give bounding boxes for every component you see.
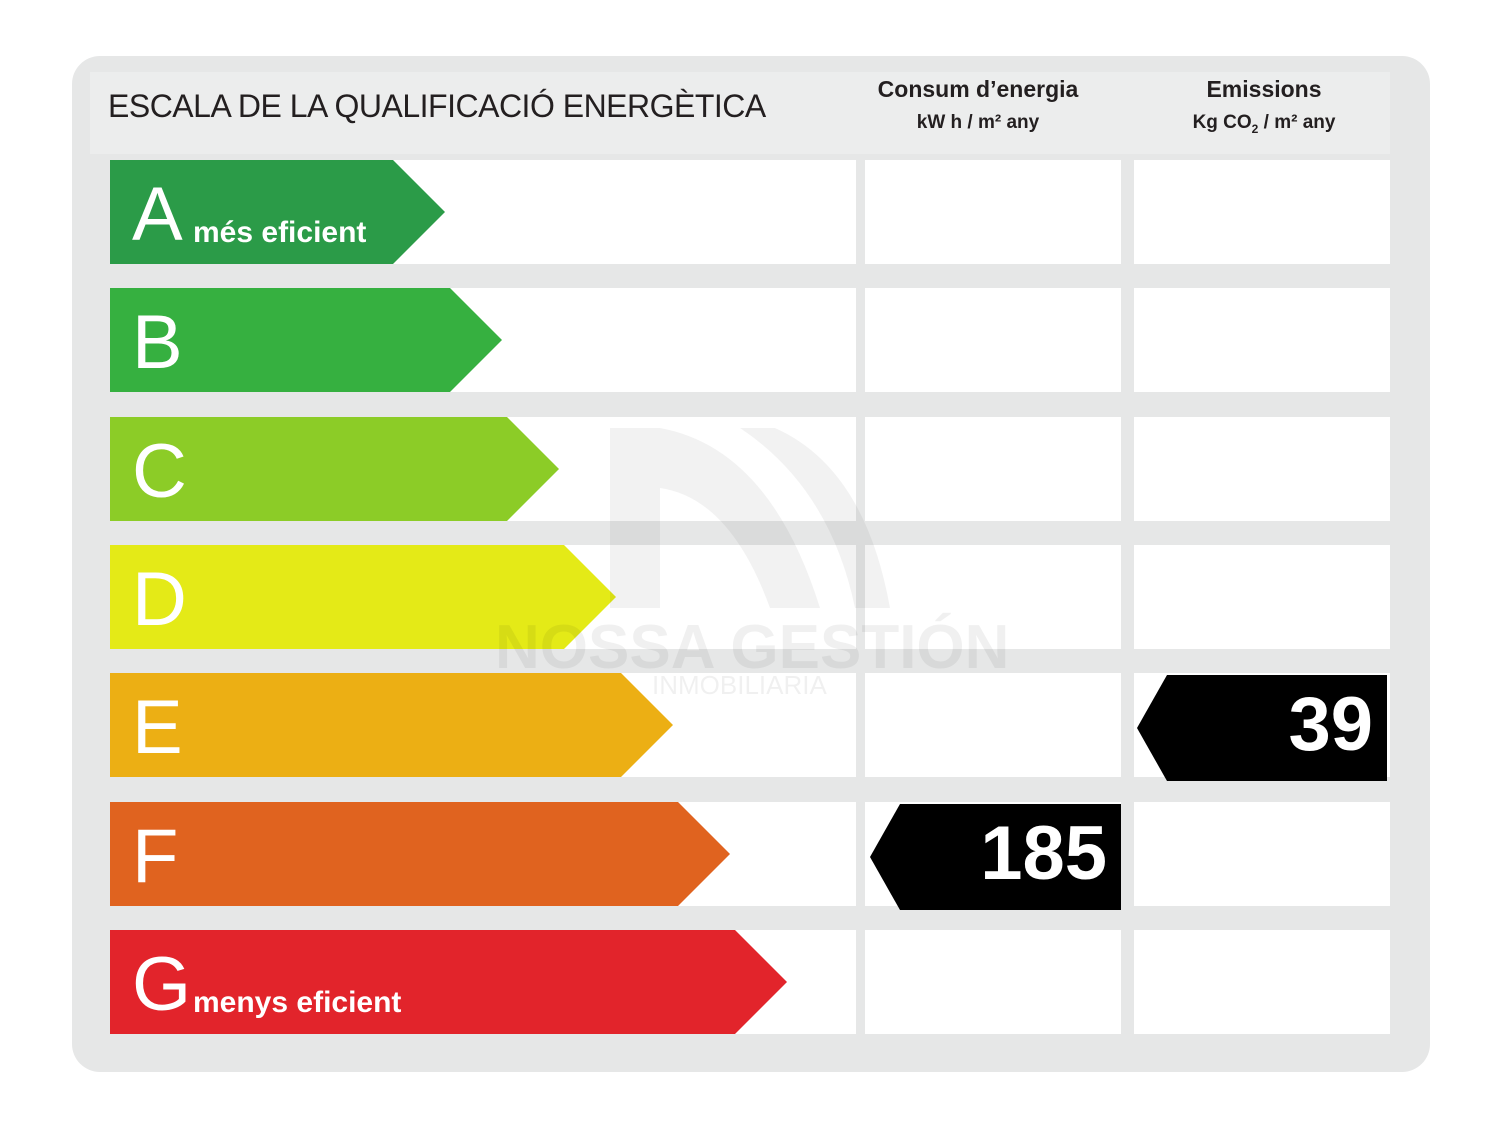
rating-letter-c: C <box>132 429 187 514</box>
emissions-cell-d <box>1134 545 1390 649</box>
energy-cell-a <box>865 160 1121 264</box>
energy-column-unit: kW h / m² any <box>916 112 1040 133</box>
emissions-column-title: Emissions <box>1206 76 1322 102</box>
energy-column-header: Consum d’energia kW h / m² any <box>868 76 1088 134</box>
rating-letter-a: A <box>132 172 183 257</box>
energy-column-title: Consum d’energia <box>877 76 1079 102</box>
emissions-rating-value: 39 <box>1288 682 1373 767</box>
energy-rating-value: 185 <box>980 811 1107 896</box>
energy-rating-badge <box>870 804 1121 910</box>
watermark-name: NOSSA GESTIÓN <box>495 613 1010 682</box>
header-bar <box>90 72 1390 154</box>
rating-arrow-b <box>110 288 502 392</box>
page-title: ESCALA DE LA QUALIFICACIÓ ENERGÈTICA <box>108 88 766 124</box>
emissions-cell-c <box>1134 417 1390 521</box>
energy-cell-e <box>865 673 1121 777</box>
emissions-column-header: Emissions Kg CO2 / m² any <box>1140 76 1388 136</box>
emissions-rating-badge <box>1137 675 1387 781</box>
watermark-logo <box>610 428 890 608</box>
rating-letter-e: E <box>132 685 183 770</box>
rating-arrow-f <box>110 802 730 906</box>
rating-arrow-a <box>110 160 445 264</box>
energy-cell-d <box>865 545 1121 649</box>
rating-letter-f: F <box>132 814 179 899</box>
rating-arrow-d <box>110 545 616 649</box>
rating-label-g: menys eficient <box>193 986 402 1019</box>
energy-cell-g <box>865 930 1121 1034</box>
rating-label-a: més eficient <box>193 216 367 249</box>
emissions-cell-f <box>1134 802 1390 906</box>
rating-letter-g: G <box>132 942 192 1027</box>
watermark-tagline: INMOBILIARIA <box>652 670 827 700</box>
energy-cell-b <box>865 288 1121 392</box>
emissions-column-unit: Kg CO2 / m² any <box>1192 112 1336 136</box>
rating-arrow-e <box>110 673 673 777</box>
emissions-cell-a <box>1134 160 1390 264</box>
emissions-cell-b <box>1134 288 1390 392</box>
rating-letter-b: B <box>132 300 183 385</box>
energy-cell-c <box>865 417 1121 521</box>
rating-letter-d: D <box>132 557 187 642</box>
rating-arrow-g <box>110 930 787 1034</box>
emissions-cell-g <box>1134 930 1390 1034</box>
rating-arrow-c <box>110 417 559 521</box>
